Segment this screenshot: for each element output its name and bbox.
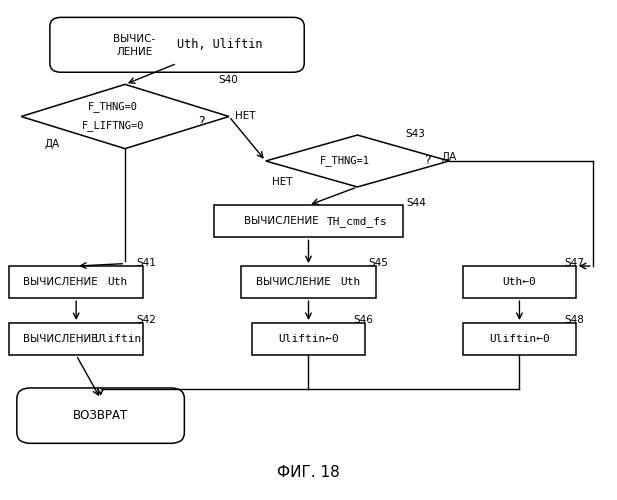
Text: S44: S44 — [407, 198, 426, 208]
Text: ВЫЧИСЛЕНИЕ: ВЫЧИСЛЕНИЕ — [244, 216, 318, 226]
Text: F_LIFTNG=0: F_LIFTNG=0 — [81, 120, 144, 131]
Text: НЕТ: НЕТ — [272, 177, 292, 187]
Bar — [9, 266, 143, 298]
Text: S47: S47 — [564, 258, 584, 268]
Text: Uth←0: Uth←0 — [503, 277, 536, 287]
Bar — [463, 266, 576, 298]
Text: Uth, Uliftin: Uth, Uliftin — [177, 38, 263, 52]
Text: S43: S43 — [405, 129, 425, 139]
Text: ЛЕНИЕ: ЛЕНИЕ — [116, 46, 152, 56]
Text: S48: S48 — [564, 315, 584, 325]
Text: ДА: ДА — [44, 138, 60, 148]
Text: F_THNG=0: F_THNG=0 — [88, 101, 138, 112]
Text: ?: ? — [198, 115, 205, 128]
Text: S45: S45 — [368, 258, 388, 268]
Text: F_THNG=1: F_THNG=1 — [320, 156, 370, 166]
Text: ФИГ. 18: ФИГ. 18 — [277, 465, 340, 480]
Text: ВОЗВРАТ: ВОЗВРАТ — [73, 409, 128, 422]
Bar — [9, 323, 143, 355]
Text: ВЫЧИС-: ВЫЧИС- — [113, 34, 155, 44]
Text: S41: S41 — [136, 258, 156, 268]
Text: ВЫЧИСЛЕНИЕ: ВЫЧИСЛЕНИЕ — [256, 277, 331, 287]
Polygon shape — [21, 84, 229, 148]
Text: Uliftin←0: Uliftin←0 — [489, 334, 550, 344]
Text: S40: S40 — [218, 76, 238, 86]
Text: TH_cmd_fs: TH_cmd_fs — [327, 216, 388, 227]
Bar — [213, 206, 404, 238]
Text: Uliftin←0: Uliftin←0 — [278, 334, 339, 344]
Text: S46: S46 — [354, 315, 374, 325]
Polygon shape — [266, 135, 449, 187]
Bar — [241, 266, 376, 298]
Text: ?: ? — [424, 154, 431, 168]
Bar — [252, 323, 365, 355]
Text: Uth: Uth — [107, 277, 128, 287]
Text: Uth: Uth — [340, 277, 360, 287]
Bar — [463, 323, 576, 355]
Text: S42: S42 — [136, 315, 156, 325]
Text: Uliftin: Uliftin — [94, 334, 141, 344]
FancyBboxPatch shape — [17, 388, 184, 444]
FancyBboxPatch shape — [50, 18, 304, 72]
Text: ДА: ДА — [442, 152, 457, 162]
Text: НЕТ: НЕТ — [235, 110, 255, 120]
Text: ВЫЧИСЛЕНИЕ: ВЫЧИСЛЕНИЕ — [23, 277, 98, 287]
Text: ВЫЧИСЛЕНИЕ: ВЫЧИСЛЕНИЕ — [23, 334, 98, 344]
